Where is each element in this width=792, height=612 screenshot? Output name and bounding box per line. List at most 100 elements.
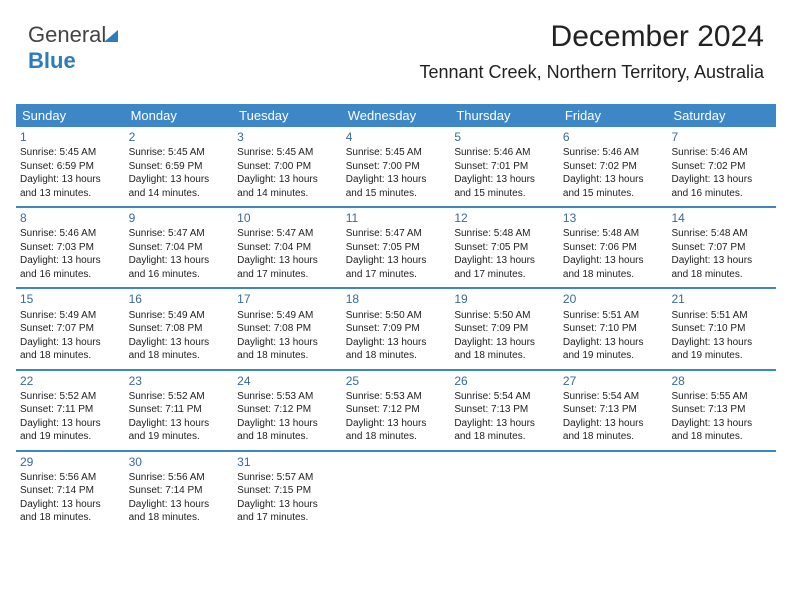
day-cell: 22Sunrise: 5:52 AMSunset: 7:11 PMDayligh… [16, 371, 125, 450]
sunset-text: Sunset: 7:13 PM [454, 403, 555, 417]
week-row: 22 Sunrise: 5:52 AMSunset: 7:11 PM Dayligh… [16, 371, 776, 452]
logo-sail-icon [104, 28, 122, 44]
logo-word1: General [28, 22, 106, 47]
day-cell: 27Sunrise: 5:54 AMSunset: 7:13 PMDayligh… [559, 371, 668, 450]
day-number: 9 [129, 210, 230, 226]
daylight-text: and 15 minutes. [563, 187, 664, 201]
sunrise-text: Sunrise: 5:53 AM [346, 390, 447, 404]
day-number: 11 [346, 210, 447, 226]
daylight-text: Daylight: 13 hours [129, 498, 230, 512]
sunrise-text: Sunrise: 5:57 AM [237, 471, 338, 485]
day-number: 28 [671, 373, 772, 389]
sunset-text: Sunset: 7:08 PM [129, 322, 230, 336]
daylight-text: and 18 minutes. [346, 349, 447, 363]
day-number: 22 [20, 373, 121, 389]
day-number: 27 [563, 373, 664, 389]
day-cell: 13Sunrise: 5:48 AMSunset: 7:06 PMDayligh… [559, 208, 668, 287]
daylight-text: and 13 minutes. [20, 187, 121, 201]
day-header: Monday [125, 104, 234, 127]
day-header: Saturday [667, 104, 776, 127]
day-cell: 26Sunrise: 5:54 AMSunset: 7:13 PMDayligh… [450, 371, 559, 450]
daylight-text: and 18 minutes. [237, 349, 338, 363]
sunset-text: Sunset: 7:07 PM [20, 322, 121, 336]
day-header: Sunday [16, 104, 125, 127]
day-header: Friday [559, 104, 668, 127]
sunrise-text: Sunrise: 5:49 AM [129, 309, 230, 323]
day-cell: 30Sunrise: 5:56 AMSunset: 7:14 PMDayligh… [125, 452, 234, 531]
daylight-text: Daylight: 13 hours [671, 254, 772, 268]
sunset-text: Sunset: 7:06 PM [563, 241, 664, 255]
daylight-text: and 16 minutes. [129, 268, 230, 282]
day-cell: 23Sunrise: 5:52 AMSunset: 7:11 PMDayligh… [125, 371, 234, 450]
daylight-text: and 18 minutes. [129, 349, 230, 363]
daylight-text: Daylight: 13 hours [129, 336, 230, 350]
sunset-text: Sunset: 7:10 PM [563, 322, 664, 336]
day-cell: 11Sunrise: 5:47 AMSunset: 7:05 PMDayligh… [342, 208, 451, 287]
day-number: 23 [129, 373, 230, 389]
day-cell: 5Sunrise: 5:46 AMSunset: 7:01 PMDaylight… [450, 127, 559, 206]
daylight-text: and 18 minutes. [671, 430, 772, 444]
sunrise-text: Sunrise: 5:46 AM [20, 227, 121, 241]
sunset-text: Sunset: 6:59 PM [20, 160, 121, 174]
day-cell: 21Sunrise: 5:51 AMSunset: 7:10 PMDayligh… [667, 289, 776, 368]
daylight-text: Daylight: 13 hours [563, 417, 664, 431]
sunrise-text: Sunrise: 5:56 AM [20, 471, 121, 485]
daylight-text: Daylight: 13 hours [237, 173, 338, 187]
day-cell: 12Sunrise: 5:48 AMSunset: 7:05 PMDayligh… [450, 208, 559, 287]
daylight-text: Daylight: 13 hours [237, 417, 338, 431]
day-cell: 9Sunrise: 5:47 AMSunset: 7:04 PMDaylight… [125, 208, 234, 287]
daylight-text: and 16 minutes. [671, 187, 772, 201]
day-number: 20 [563, 291, 664, 307]
day-cell: 29Sunrise: 5:56 AMSunset: 7:14 PMDayligh… [16, 452, 125, 531]
daylight-text: Daylight: 13 hours [346, 173, 447, 187]
day-cell: 28Sunrise: 5:55 AMSunset: 7:13 PMDayligh… [667, 371, 776, 450]
daylight-text: and 17 minutes. [346, 268, 447, 282]
sunrise-text: Sunrise: 5:47 AM [346, 227, 447, 241]
daylight-text: Daylight: 13 hours [563, 336, 664, 350]
sunrise-text: Sunrise: 5:54 AM [563, 390, 664, 404]
sunrise-text: Sunrise: 5:49 AM [20, 309, 121, 323]
day-number: 17 [237, 291, 338, 307]
daylight-text: Daylight: 13 hours [671, 417, 772, 431]
sunrise-text: Sunrise: 5:46 AM [454, 146, 555, 160]
sunset-text: Sunset: 7:09 PM [454, 322, 555, 336]
daylight-text: and 18 minutes. [20, 511, 121, 525]
sunset-text: Sunset: 7:04 PM [237, 241, 338, 255]
day-number: 16 [129, 291, 230, 307]
sunrise-text: Sunrise: 5:45 AM [346, 146, 447, 160]
week-row: 1Sunrise: 5:45 AMSunset: 6:59 PMDaylight… [16, 127, 776, 208]
daylight-text: Daylight: 13 hours [129, 254, 230, 268]
daylight-text: and 18 minutes. [454, 430, 555, 444]
daylight-text: Daylight: 13 hours [237, 254, 338, 268]
daylight-text: Daylight: 13 hours [454, 336, 555, 350]
day-number: 21 [671, 291, 772, 307]
daylight-text: and 18 minutes. [563, 430, 664, 444]
day-number: 6 [563, 129, 664, 145]
daylight-text: and 18 minutes. [129, 511, 230, 525]
day-header-row: Sunday Monday Tuesday Wednesday Thursday… [16, 104, 776, 127]
day-cell [342, 452, 451, 531]
daylight-text: and 18 minutes. [346, 430, 447, 444]
day-number: 10 [237, 210, 338, 226]
sunset-text: Sunset: 7:02 PM [563, 160, 664, 174]
day-number: 2 [129, 129, 230, 145]
daylight-text: Daylight: 13 hours [346, 336, 447, 350]
sunrise-text: Sunrise: 5:52 AM [129, 390, 230, 404]
daylight-text: Daylight: 13 hours [20, 336, 121, 350]
daylight-text: and 19 minutes. [20, 430, 121, 444]
day-number: 30 [129, 454, 230, 470]
daylight-text: Daylight: 13 hours [20, 254, 121, 268]
day-number: 26 [454, 373, 555, 389]
sunset-text: Sunset: 7:11 PM [129, 403, 230, 417]
sunrise-text: Sunrise: 5:53 AM [237, 390, 338, 404]
sunset-text: Sunset: 7:10 PM [671, 322, 772, 336]
sunrise-text: Sunrise: 5:45 AM [20, 146, 121, 160]
daylight-text: and 19 minutes. [563, 349, 664, 363]
day-number: 1 [20, 129, 121, 145]
day-number: 4 [346, 129, 447, 145]
daylight-text: and 17 minutes. [454, 268, 555, 282]
day-header: Tuesday [233, 104, 342, 127]
sunset-text: Sunset: 7:01 PM [454, 160, 555, 174]
sunrise-text: Sunrise: 5:48 AM [563, 227, 664, 241]
day-cell [667, 452, 776, 531]
